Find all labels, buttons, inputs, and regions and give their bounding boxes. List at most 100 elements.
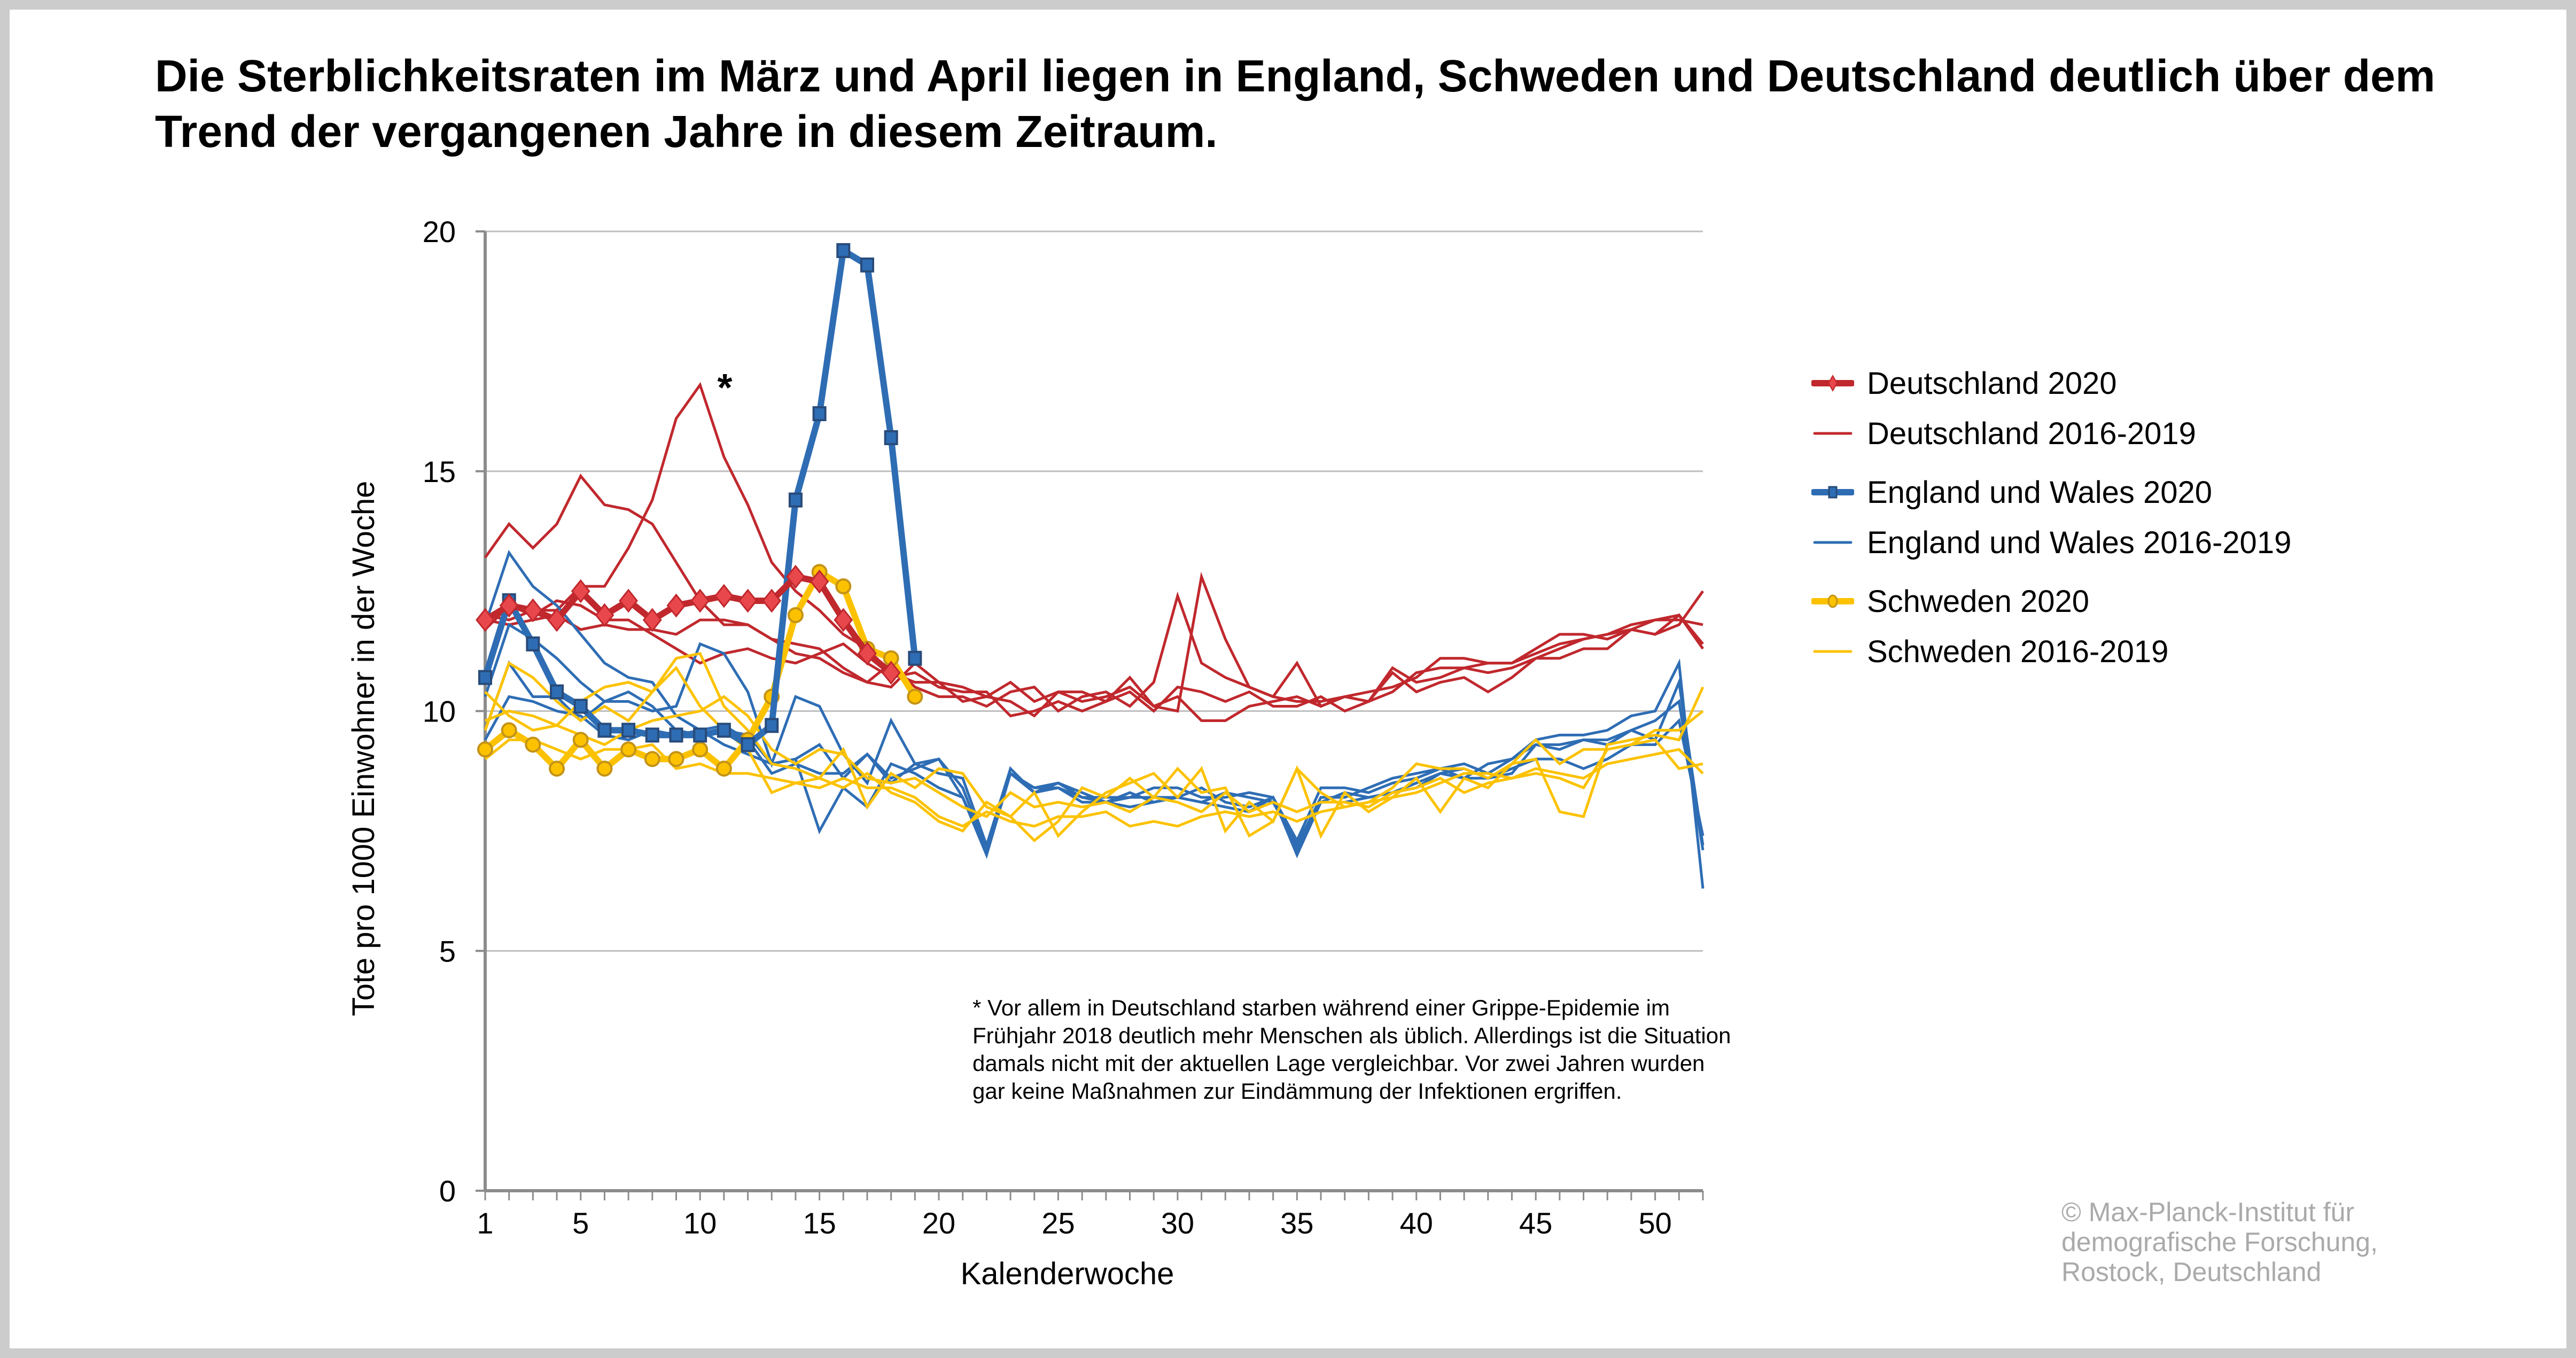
data-point-circle — [787, 607, 804, 623]
data-point-square — [478, 670, 492, 685]
legend-swatch-ew-hist — [1813, 541, 1853, 544]
data-point-diamond — [858, 641, 877, 666]
x-tick-label: 10 — [683, 1206, 717, 1240]
data-point-diamond — [666, 593, 686, 618]
chart-title: Die Sterblichkeitsraten im März und Apri… — [155, 51, 2435, 157]
data-point-square — [765, 718, 779, 733]
data-point-square — [788, 492, 803, 508]
copyright: © Max-Planck-Institut für demografische … — [2061, 1197, 2378, 1287]
copyright-line: demografische Forschung, — [2061, 1227, 2378, 1257]
y-tick-label: 0 — [439, 1174, 456, 1208]
data-point-square — [884, 430, 898, 445]
x-tick-label: 20 — [922, 1206, 955, 1240]
legend-item-se-hist: Schweden 2016-2019 — [1811, 626, 2291, 677]
legend-swatch-de2020 — [1811, 374, 1854, 392]
x-tick-label: 25 — [1041, 1206, 1075, 1240]
legend-label: England und Wales 2020 — [1867, 475, 2212, 510]
data-point-circle — [477, 741, 493, 758]
copyright-line: Rostock, Deutschland — [2061, 1257, 2322, 1287]
data-point-square — [550, 684, 564, 700]
series-line — [482, 247, 919, 748]
series-line-deutschland-2019 — [485, 613, 1705, 722]
x-tick-label: 1 — [477, 1206, 493, 1240]
legend-item-de-hist: Deutschland 2016-2019 — [1811, 408, 2291, 459]
data-point-square — [573, 699, 588, 714]
data-point-circle — [501, 722, 517, 739]
legend-label: Deutschland 2020 — [1867, 366, 2117, 401]
series-line-schweden-2017 — [485, 695, 1703, 818]
chart-card — [10, 10, 2566, 1348]
axes — [476, 230, 1704, 1200]
data-point-diamond — [738, 588, 758, 613]
footnote: * Vor allem in Deutschland starben währe… — [972, 995, 1731, 1104]
x-tick-label: 5 — [572, 1206, 589, 1240]
data-point-diamond — [476, 608, 495, 632]
data-point-square — [645, 727, 659, 743]
data-point-circle — [572, 732, 589, 748]
data-point-diamond — [762, 588, 782, 613]
x-tick-label: 35 — [1280, 1206, 1313, 1240]
data-point-diamond — [619, 588, 639, 613]
data-point-square — [741, 737, 755, 752]
data-point-diamond — [595, 603, 614, 627]
grid-lines — [485, 230, 1703, 952]
y-axis-title: Tote pro 1000 Einwohner in der Woche — [346, 481, 381, 1016]
data-point-diamond — [571, 579, 590, 603]
data-point-circle — [907, 688, 923, 705]
data-point-diamond — [714, 584, 734, 608]
y-tick-label: 15 — [423, 455, 456, 488]
legend-item-ew2020: England und Wales 2020 — [1811, 467, 2291, 517]
series-line-deutschland-2018 — [485, 382, 1705, 713]
data-point-circle — [644, 751, 660, 767]
data-point-diamond — [547, 608, 566, 632]
data-point-circle — [525, 736, 541, 753]
legend-swatch-se-hist — [1813, 650, 1853, 653]
data-point-circle — [692, 741, 709, 758]
x-tick-label: 15 — [803, 1206, 836, 1240]
data-point-square — [908, 650, 922, 666]
y-tick-label: 5 — [439, 934, 456, 968]
data-point-diamond — [834, 608, 853, 632]
legend-label: Deutschland 2016-2019 — [1867, 416, 2196, 451]
legend: Deutschland 2020 Deutschland 2016-2019 E… — [1811, 358, 2291, 677]
data-point-square — [812, 406, 827, 422]
x-tick-label: 45 — [1519, 1206, 1552, 1240]
data-point-diamond — [810, 569, 829, 594]
series-line-deutschland-2017 — [484, 474, 1704, 713]
data-point-circle — [668, 751, 684, 767]
series-deutschland-2020 — [476, 564, 901, 685]
data-point-square — [693, 727, 707, 743]
data-point-diamond — [499, 593, 519, 618]
historic-series — [484, 382, 1705, 889]
data-point-diamond — [690, 588, 710, 613]
legend-swatch-ew2020 — [1811, 486, 1854, 499]
data-point-square — [526, 636, 540, 651]
legend-item-se2020: Schweden 2020 — [1811, 576, 2291, 626]
series-line-england-und-wales-2018 — [484, 623, 1705, 889]
legend-label: Schweden 2020 — [1867, 584, 2089, 619]
series-line-schweden-2019 — [484, 661, 1704, 838]
data-point-diamond — [786, 564, 805, 589]
data-point-circle — [596, 761, 613, 777]
y-tick-label: 20 — [423, 215, 456, 249]
y-tick-label: 10 — [423, 695, 456, 728]
data-point-square — [621, 723, 636, 738]
copyright-line: © Max-Planck-Institut für — [2061, 1197, 2355, 1227]
legend-swatch-se2020 — [1811, 594, 1854, 608]
legend-item-ew-hist: England und Wales 2016-2019 — [1811, 517, 2291, 568]
data-point-diamond — [523, 598, 543, 623]
data-point-circle — [835, 578, 852, 595]
data-point-square — [860, 257, 874, 273]
data-point-circle — [715, 761, 732, 777]
data-point-square — [669, 727, 683, 743]
data-point-square — [836, 243, 851, 258]
legend-item-de2020: Deutschland 2020 — [1811, 358, 2291, 408]
legend-label: England und Wales 2016-2019 — [1867, 525, 2292, 560]
data-point-diamond — [881, 661, 901, 685]
x-tick-label: 50 — [1638, 1206, 1671, 1240]
data-point-circle — [620, 741, 637, 758]
annotation-asterisk: * — [718, 367, 733, 409]
legend-swatch-de-hist — [1813, 432, 1853, 435]
